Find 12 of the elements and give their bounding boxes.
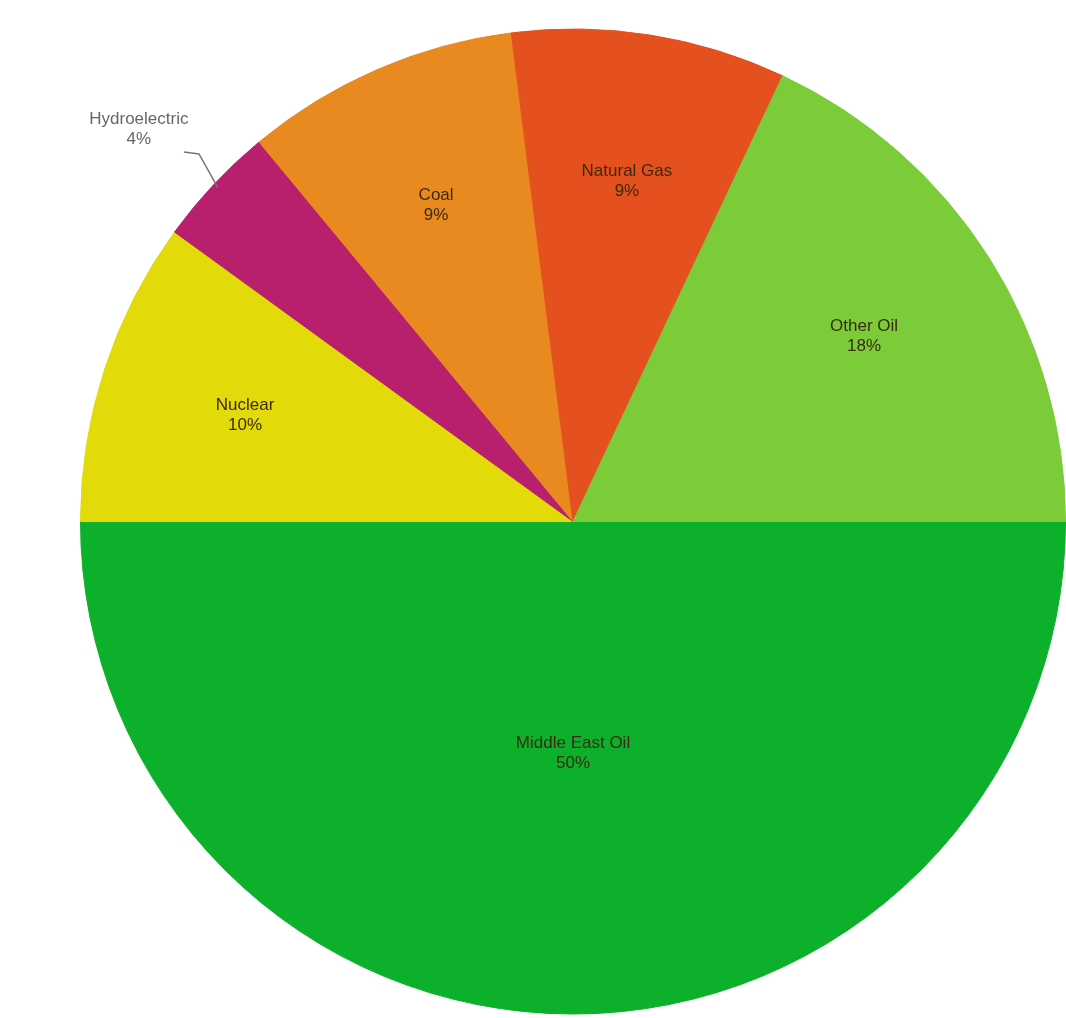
- slice-label: Middle East Oil: [515, 732, 631, 752]
- data-label: 18%: [847, 336, 882, 356]
- slice-label: Nuclear: [215, 394, 275, 414]
- slice-label: Hydroelectric: [89, 108, 189, 128]
- data-label: 50%: [555, 752, 591, 772]
- slice-label: Natural Gas: [581, 160, 673, 180]
- data-label: 9%: [423, 204, 449, 224]
- slice-label: Other Oil: [830, 316, 899, 336]
- data-label: 9%: [614, 180, 640, 200]
- slice-label: Coal: [418, 184, 454, 204]
- data-label: 4%: [126, 128, 152, 148]
- data-label: 10%: [228, 414, 263, 434]
